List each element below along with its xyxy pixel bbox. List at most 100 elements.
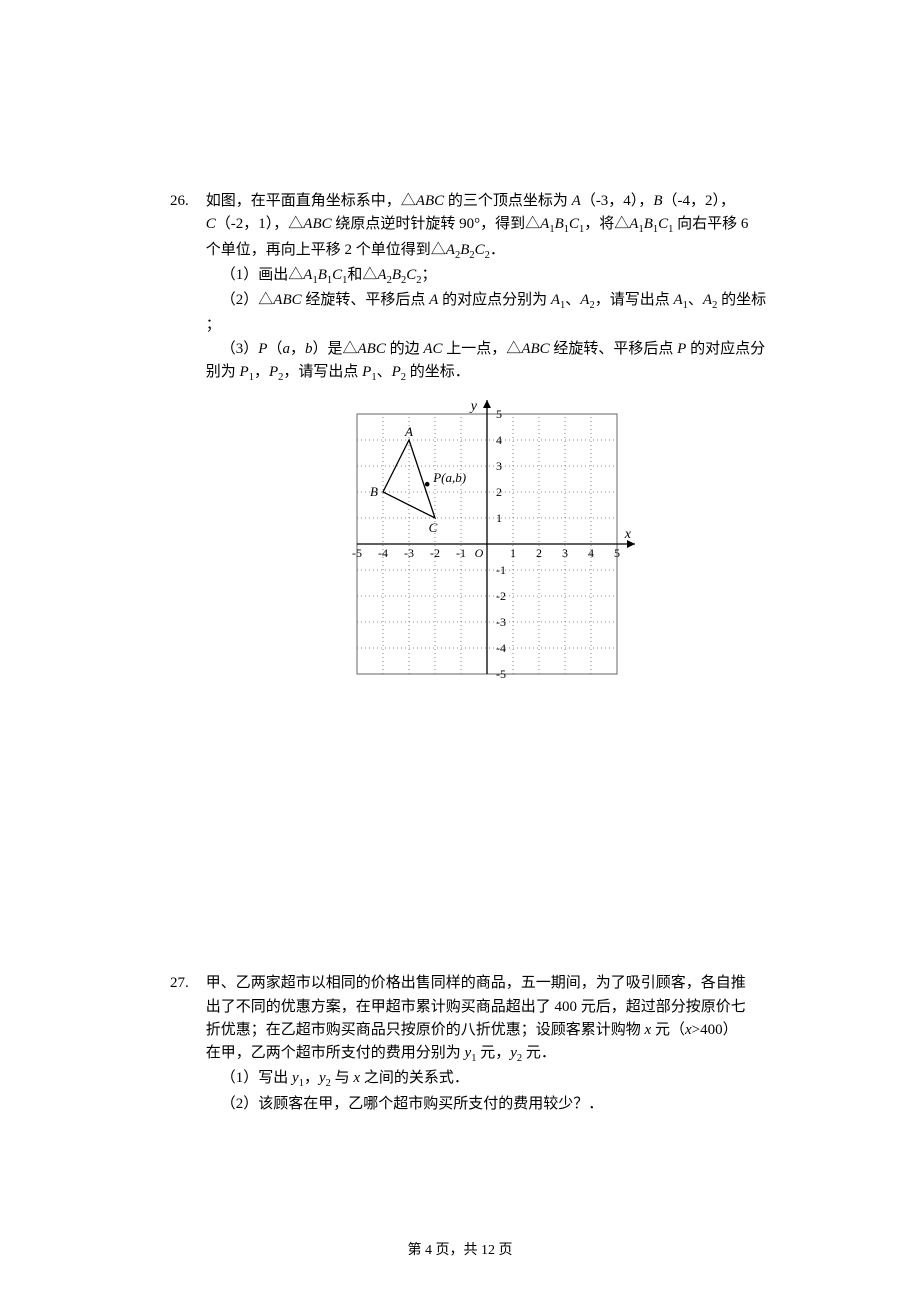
t: 向右平移 6 bbox=[673, 216, 748, 232]
t: A bbox=[429, 292, 438, 308]
t: ABC bbox=[358, 341, 386, 357]
q27-l4: 在甲，乙两个超市所支付的费用分别为 y1 元，y2 元． bbox=[206, 1042, 786, 1067]
t: 页 bbox=[495, 1243, 513, 1258]
coordinate-graph: xyO-5-5-4-4-3-3-2-2-1-11122334455ABCP(a,… bbox=[206, 390, 786, 692]
q26-part3: （3）P（a，b）是△ABC 的边 AC 上一点，△ABC 经旋转、平移后点 P… bbox=[206, 338, 786, 361]
t: 经旋转、平移后点 bbox=[550, 341, 678, 357]
t: （3） bbox=[221, 341, 259, 357]
t: 别为 bbox=[206, 364, 240, 380]
t: （2） bbox=[221, 292, 259, 308]
svg-text:2: 2 bbox=[536, 546, 542, 560]
t: （-4，2）， bbox=[662, 193, 735, 209]
svg-text:2: 2 bbox=[496, 485, 502, 499]
t: A2B2C2 bbox=[446, 242, 490, 258]
graph-svg: xyO-5-5-4-4-3-3-2-2-1-11122334455ABCP(a,… bbox=[347, 390, 645, 684]
t: y1 bbox=[465, 1045, 477, 1061]
t: 个单位，再向上平移 2 个单位得到 bbox=[206, 242, 431, 258]
t: （-3，4）， bbox=[581, 193, 654, 209]
svg-text:3: 3 bbox=[496, 459, 502, 473]
page-footer: 第 4 页，共 12 页 bbox=[0, 1240, 920, 1262]
t: 上一点， bbox=[443, 341, 507, 357]
t: ， bbox=[290, 341, 305, 357]
t: A1B1C1 bbox=[303, 267, 347, 283]
q26-part2-end: ； bbox=[206, 314, 786, 337]
t: △ bbox=[401, 193, 416, 209]
svg-text:5: 5 bbox=[614, 546, 620, 560]
t: A1B1C1 bbox=[629, 216, 673, 232]
q26-line3: 个单位，再向上平移 2 个单位得到△A2B2C2． bbox=[206, 239, 786, 264]
t: 400） bbox=[700, 1022, 738, 1038]
t: （-2，1）， bbox=[216, 216, 289, 232]
t: P1 bbox=[240, 364, 254, 380]
t: △ bbox=[614, 216, 629, 232]
svg-text:-1: -1 bbox=[456, 546, 466, 560]
t: 的三个顶点坐标为 bbox=[444, 193, 572, 209]
t: AC bbox=[423, 341, 442, 357]
t: 绕原点逆时针旋转 90°，得到 bbox=[332, 216, 526, 232]
t: > bbox=[692, 1022, 700, 1038]
t: y2 bbox=[319, 1070, 331, 1086]
svg-text:C: C bbox=[428, 520, 437, 535]
t: ； bbox=[206, 317, 221, 333]
t: P2 bbox=[392, 364, 406, 380]
q27-l3: 折优惠；在乙超市购买商品只按原价的八折优惠；设顾客累计购物 x 元（x>400） bbox=[206, 1019, 786, 1042]
svg-text:5: 5 bbox=[496, 407, 502, 421]
svg-text:-2: -2 bbox=[496, 589, 506, 603]
q27-p1: （1）写出 y1，y2 与 x 之间的关系式． bbox=[206, 1067, 786, 1092]
q27-l2: 出了不同的优惠方案，在甲超市累计购买商品超出了 400 元后，超过部分按原价七 bbox=[206, 996, 786, 1019]
t: A bbox=[572, 193, 581, 209]
t: a bbox=[282, 341, 290, 357]
t: 的对应点分 bbox=[686, 341, 765, 357]
q27-number: 27. bbox=[170, 972, 202, 995]
t: 的边 bbox=[386, 341, 424, 357]
svg-text:y: y bbox=[469, 399, 478, 414]
q26-line1: 如图，在平面直角坐标系中，△ABC 的三个顶点坐标为 A（-3，4），B（-4，… bbox=[206, 190, 786, 213]
t: ABC bbox=[273, 292, 301, 308]
t: ． bbox=[490, 242, 505, 258]
svg-text:1: 1 bbox=[496, 511, 502, 525]
svg-text:-3: -3 bbox=[496, 615, 506, 629]
t: C bbox=[206, 216, 216, 232]
t: 元（ bbox=[651, 1022, 685, 1038]
svg-text:-5: -5 bbox=[352, 546, 362, 560]
t: A1 bbox=[551, 292, 565, 308]
t: △ bbox=[525, 216, 540, 232]
t: △ bbox=[258, 292, 273, 308]
t: 经旋转、平移后点 bbox=[302, 292, 430, 308]
t: y2 bbox=[510, 1045, 522, 1061]
q26-number: 26. bbox=[170, 190, 202, 213]
t: ，请写出点 bbox=[283, 364, 362, 380]
t: A2 bbox=[703, 292, 717, 308]
svg-text:4: 4 bbox=[496, 433, 502, 447]
t: 之间的关系式． bbox=[360, 1070, 469, 1086]
svg-text:-5: -5 bbox=[496, 667, 506, 681]
q26-body: 如图，在平面直角坐标系中，△ABC 的三个顶点坐标为 A（-3，4），B（-4，… bbox=[206, 190, 786, 692]
t: 在甲，乙两个超市所支付的费用分别为 bbox=[206, 1045, 465, 1061]
t: （1）画出 bbox=[221, 267, 289, 283]
t: P1 bbox=[362, 364, 376, 380]
t: （ bbox=[267, 341, 282, 357]
t: P bbox=[677, 341, 686, 357]
svg-text:-3: -3 bbox=[404, 546, 414, 560]
svg-text:x: x bbox=[624, 527, 632, 542]
svg-text:-4: -4 bbox=[378, 546, 388, 560]
t: A1B1C1 bbox=[540, 216, 584, 232]
problem-27: 27. 甲、乙两家超市以相同的价格出售同样的商品，五一期间，为了吸引顾客，各自推… bbox=[170, 972, 790, 1116]
t: A2 bbox=[580, 292, 594, 308]
t: ）是 bbox=[312, 341, 342, 357]
q27-p2: （2）该顾客在甲，乙哪个超市购买所支付的费用较少？． bbox=[206, 1093, 786, 1116]
t: 的坐标 bbox=[717, 292, 766, 308]
t: ABC bbox=[303, 216, 331, 232]
t: 折优惠；在乙超市购买商品只按原价的八折优惠；设顾客累计购物 bbox=[206, 1022, 645, 1038]
t: ， bbox=[304, 1070, 319, 1086]
t: 和 bbox=[347, 267, 362, 283]
t: △ bbox=[362, 267, 377, 283]
svg-text:1: 1 bbox=[510, 546, 516, 560]
t: 页，共 bbox=[432, 1243, 481, 1258]
t: △ bbox=[506, 341, 521, 357]
svg-text:-2: -2 bbox=[430, 546, 440, 560]
t: 的坐标． bbox=[406, 364, 470, 380]
t: ABC bbox=[416, 193, 444, 209]
svg-text:A: A bbox=[404, 424, 413, 439]
t: （1）写出 bbox=[221, 1070, 292, 1086]
